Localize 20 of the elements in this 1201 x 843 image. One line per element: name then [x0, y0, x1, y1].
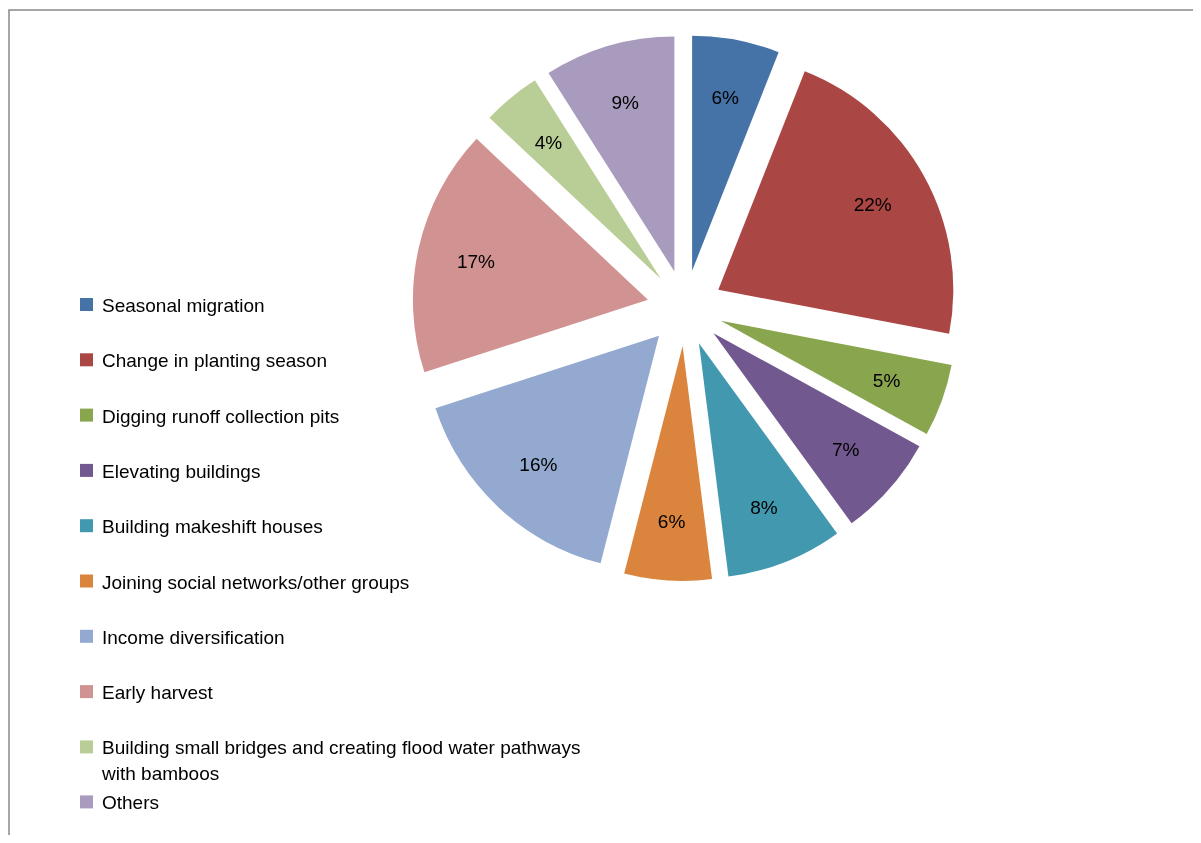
legend-label: Income diversification [102, 626, 285, 648]
data-label: 6% [657, 511, 686, 533]
data-label: 7% [831, 439, 860, 461]
legend-label: Building small bridges and creating flood water pathways with bamboos [101, 736, 581, 784]
data-label: 6% [711, 87, 739, 109]
legend-label: Building makeshift houses [102, 515, 323, 537]
data-label: 22% [853, 194, 892, 216]
legend-label: Seasonal migration [102, 294, 265, 316]
legend-label: Elevating buildings [102, 460, 261, 482]
legend-label: Others [102, 791, 160, 813]
data-label: 5% [872, 370, 901, 392]
data-label: 4% [534, 132, 563, 154]
legend-label: Change in planting season [102, 349, 328, 371]
data-label: 16% [519, 453, 558, 475]
data-label: 17% [456, 250, 496, 272]
data-label: 9% [611, 91, 640, 113]
data-label: 8% [750, 496, 778, 518]
legend-label: Digging runoff collection pits [102, 405, 340, 427]
legend-label: Early harvest [102, 681, 214, 703]
legend-label: Joining social networks/other groups [102, 571, 410, 592]
